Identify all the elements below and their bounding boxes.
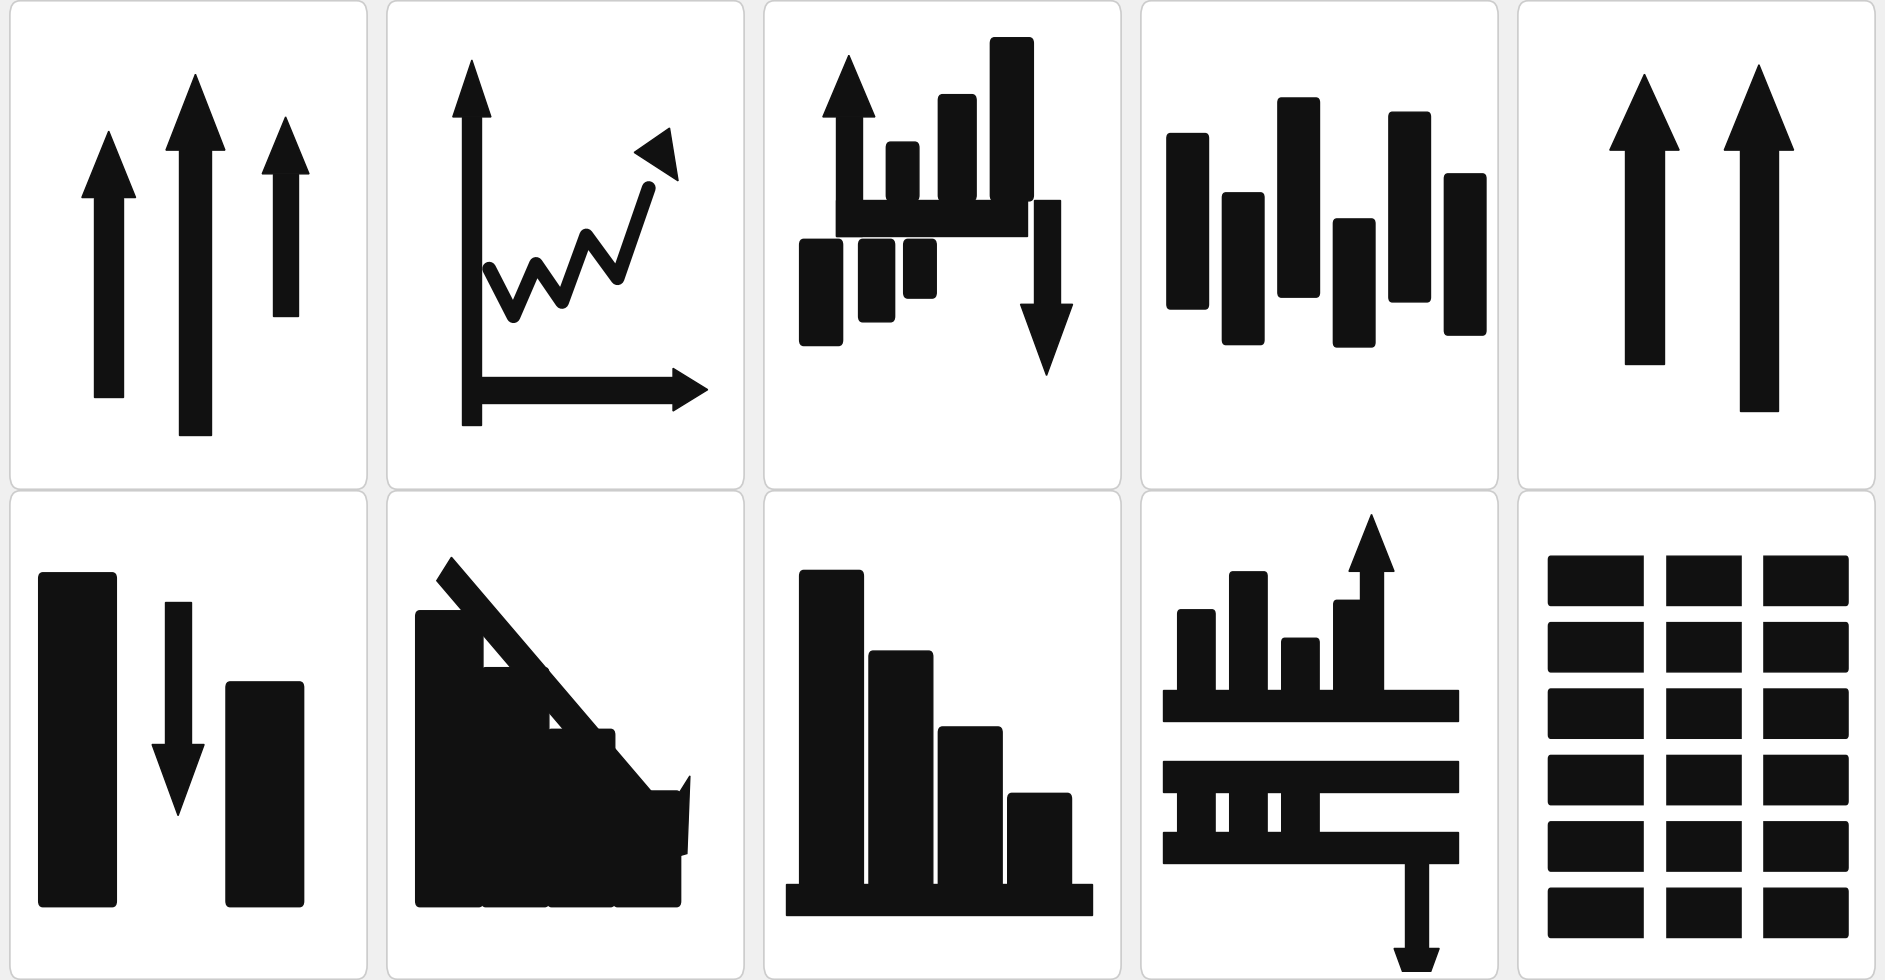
- FancyBboxPatch shape: [1548, 622, 1847, 672]
- FancyBboxPatch shape: [939, 95, 976, 201]
- Polygon shape: [1610, 74, 1680, 150]
- FancyBboxPatch shape: [858, 239, 895, 321]
- Text: Profit: Profit: [543, 506, 588, 524]
- FancyBboxPatch shape: [1140, 1, 1499, 489]
- FancyBboxPatch shape: [1008, 794, 1071, 890]
- Bar: [1163, 832, 1459, 863]
- FancyBboxPatch shape: [1548, 557, 1847, 606]
- FancyBboxPatch shape: [799, 239, 843, 346]
- Text: Profit Analysis: Profit Analysis: [880, 506, 1005, 524]
- Bar: [94, 198, 124, 397]
- FancyBboxPatch shape: [1221, 193, 1265, 345]
- FancyBboxPatch shape: [990, 37, 1033, 201]
- FancyBboxPatch shape: [903, 239, 937, 298]
- FancyBboxPatch shape: [1548, 756, 1847, 805]
- Bar: [462, 117, 481, 425]
- Text: Profit: Profit: [166, 506, 211, 524]
- Polygon shape: [1020, 304, 1073, 375]
- FancyBboxPatch shape: [481, 667, 549, 906]
- Polygon shape: [452, 60, 490, 117]
- FancyBboxPatch shape: [1229, 572, 1267, 694]
- FancyBboxPatch shape: [1140, 491, 1499, 979]
- Text: Growth: Growth: [1664, 506, 1729, 524]
- Text: Intervals: Intervals: [1282, 506, 1357, 524]
- FancyBboxPatch shape: [1282, 638, 1320, 694]
- FancyBboxPatch shape: [1178, 610, 1216, 694]
- Bar: [1163, 761, 1459, 792]
- Bar: [1033, 200, 1059, 304]
- Bar: [1644, 521, 1664, 949]
- Polygon shape: [166, 74, 224, 150]
- Polygon shape: [1725, 65, 1795, 150]
- FancyBboxPatch shape: [386, 1, 745, 489]
- Bar: [471, 376, 673, 403]
- FancyBboxPatch shape: [547, 729, 615, 906]
- Bar: [835, 200, 1027, 235]
- Polygon shape: [673, 368, 707, 411]
- Bar: [1361, 571, 1384, 690]
- Polygon shape: [1395, 949, 1438, 980]
- Bar: [1406, 863, 1429, 949]
- Bar: [1625, 150, 1664, 364]
- FancyBboxPatch shape: [1282, 788, 1320, 837]
- FancyBboxPatch shape: [1548, 822, 1847, 871]
- Polygon shape: [1350, 514, 1395, 571]
- Bar: [1163, 690, 1459, 720]
- FancyBboxPatch shape: [1517, 491, 1876, 979]
- Polygon shape: [81, 131, 136, 198]
- FancyBboxPatch shape: [40, 572, 117, 906]
- Bar: [835, 117, 861, 235]
- FancyBboxPatch shape: [9, 491, 368, 979]
- FancyBboxPatch shape: [1517, 1, 1876, 489]
- FancyBboxPatch shape: [1229, 788, 1267, 837]
- FancyBboxPatch shape: [226, 682, 303, 906]
- FancyBboxPatch shape: [1167, 133, 1208, 309]
- FancyBboxPatch shape: [939, 727, 1003, 890]
- FancyBboxPatch shape: [1335, 601, 1370, 694]
- FancyBboxPatch shape: [9, 1, 368, 489]
- Polygon shape: [153, 745, 204, 815]
- FancyBboxPatch shape: [1278, 98, 1320, 297]
- Bar: [179, 150, 211, 435]
- Bar: [1740, 150, 1778, 411]
- FancyBboxPatch shape: [1389, 112, 1431, 302]
- FancyBboxPatch shape: [613, 791, 680, 906]
- FancyBboxPatch shape: [763, 1, 1122, 489]
- FancyBboxPatch shape: [763, 491, 1122, 979]
- FancyBboxPatch shape: [869, 651, 933, 890]
- Polygon shape: [262, 117, 309, 173]
- FancyBboxPatch shape: [886, 142, 918, 201]
- Polygon shape: [437, 558, 690, 869]
- FancyBboxPatch shape: [417, 611, 483, 906]
- Bar: [273, 173, 298, 317]
- FancyBboxPatch shape: [1178, 788, 1216, 837]
- Bar: [786, 884, 1091, 915]
- FancyBboxPatch shape: [1444, 173, 1485, 335]
- Polygon shape: [824, 55, 875, 117]
- FancyBboxPatch shape: [1548, 689, 1847, 738]
- FancyBboxPatch shape: [799, 570, 863, 890]
- FancyBboxPatch shape: [1548, 888, 1847, 938]
- Bar: [166, 602, 190, 745]
- FancyBboxPatch shape: [386, 491, 745, 979]
- Polygon shape: [633, 128, 679, 181]
- FancyBboxPatch shape: [1333, 219, 1374, 347]
- Bar: [1742, 521, 1762, 949]
